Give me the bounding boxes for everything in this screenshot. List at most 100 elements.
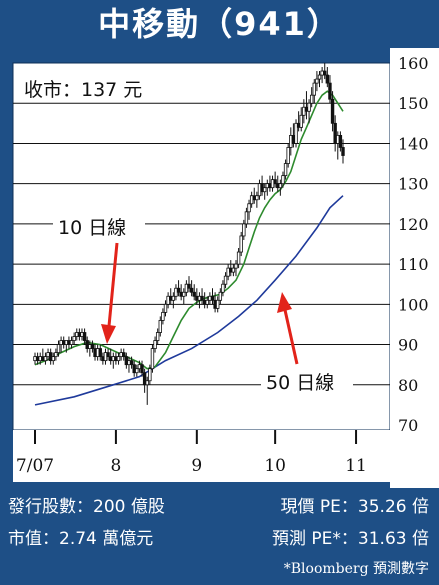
close-price-label: 收市：137 元 [24,79,142,101]
candle [286,143,290,168]
candle-body [169,295,173,301]
candle-body [341,147,345,156]
ma50-arrowhead [277,292,292,313]
candle [255,191,259,208]
ytick-label: 120 [398,215,429,234]
axis-panel [13,430,390,482]
candle-body [255,195,259,201]
candle-body [208,295,212,301]
candle [273,171,277,188]
candle [221,280,225,297]
candle [262,183,267,200]
candle-body [247,203,251,213]
candle [325,67,330,88]
candle-body [41,356,45,362]
candle-body [35,356,40,362]
candle [223,272,228,289]
candle-body [155,332,160,341]
stock-chart: 160 150 140 130 120 110 100 90 80 70 7/07 8 9 10 11 收… [12,48,439,488]
ytick-label: 80 [398,376,418,395]
candle [283,159,288,180]
candle [129,356,134,369]
ma50-layer [34,195,344,406]
candle-body [213,299,217,309]
x-axis: 7/07 8 9 10 11 [16,430,367,476]
candle-body [116,356,121,362]
candle [231,264,236,277]
candle [205,296,209,309]
ytick-label: 110 [398,255,429,274]
candle-body [137,364,142,370]
candle-body [273,179,277,185]
candle-body [189,287,194,293]
candle-body [95,348,100,358]
candle-body [187,283,191,289]
candle-body [67,340,71,345]
candle-body [184,283,189,293]
candle-body [64,340,69,345]
candle-body [234,263,238,269]
candle [171,292,176,309]
candle-body [145,380,149,386]
candle-body [148,368,152,382]
y-axis: 160 150 140 130 120 110 100 90 80 70 [398,54,429,435]
xtick-label: 7/07 [16,456,54,476]
candle-body [75,332,79,337]
candle-body [62,340,66,345]
candle-body [153,340,157,349]
candle-body [46,352,50,358]
candle-body [124,356,129,366]
candle-body [72,336,76,341]
candle [135,364,139,377]
candle [312,79,316,104]
candle-body [122,352,126,358]
candle-body [283,163,288,177]
candle [294,119,298,148]
candle [150,344,155,373]
candle-body [132,364,136,374]
candle-body [289,134,293,148]
candle [323,63,327,80]
candle-body [260,183,264,193]
candle [244,207,249,228]
candle-body [129,360,134,366]
candle-body [48,352,53,362]
candle [192,284,196,301]
candle-body [77,332,82,337]
candle [187,276,191,293]
ma50-line [34,195,344,406]
candle-body [302,106,306,116]
candle-body [127,360,131,366]
candle [309,87,314,108]
candle-body [336,134,340,144]
shares-issued: 發行股數：200 億股 [8,497,165,517]
candle-body [244,211,249,225]
source-note: *Bloomberg 預測數字 [283,561,429,577]
candle [163,300,168,317]
candle-body [257,183,262,197]
candle [315,71,319,92]
candle [142,368,147,393]
candle-body [296,122,301,128]
candle-body [111,356,116,362]
candle-body [265,183,270,189]
ma10-label-bg [53,214,145,240]
candle-body [312,82,316,96]
candle-body [38,356,42,362]
candle-body [158,320,162,333]
candle [234,260,238,277]
candle-body [268,183,272,189]
ma10-arrowhead [101,324,116,344]
candle-body [304,106,309,112]
candle-body [294,122,298,144]
candle [182,288,186,305]
candle-body [176,287,181,293]
candle [153,336,157,353]
candle [189,280,194,297]
candle [299,107,303,132]
candle-body [119,352,123,358]
candle [106,348,110,361]
candle-body [150,348,155,370]
xtick-label: 8 [111,456,122,476]
